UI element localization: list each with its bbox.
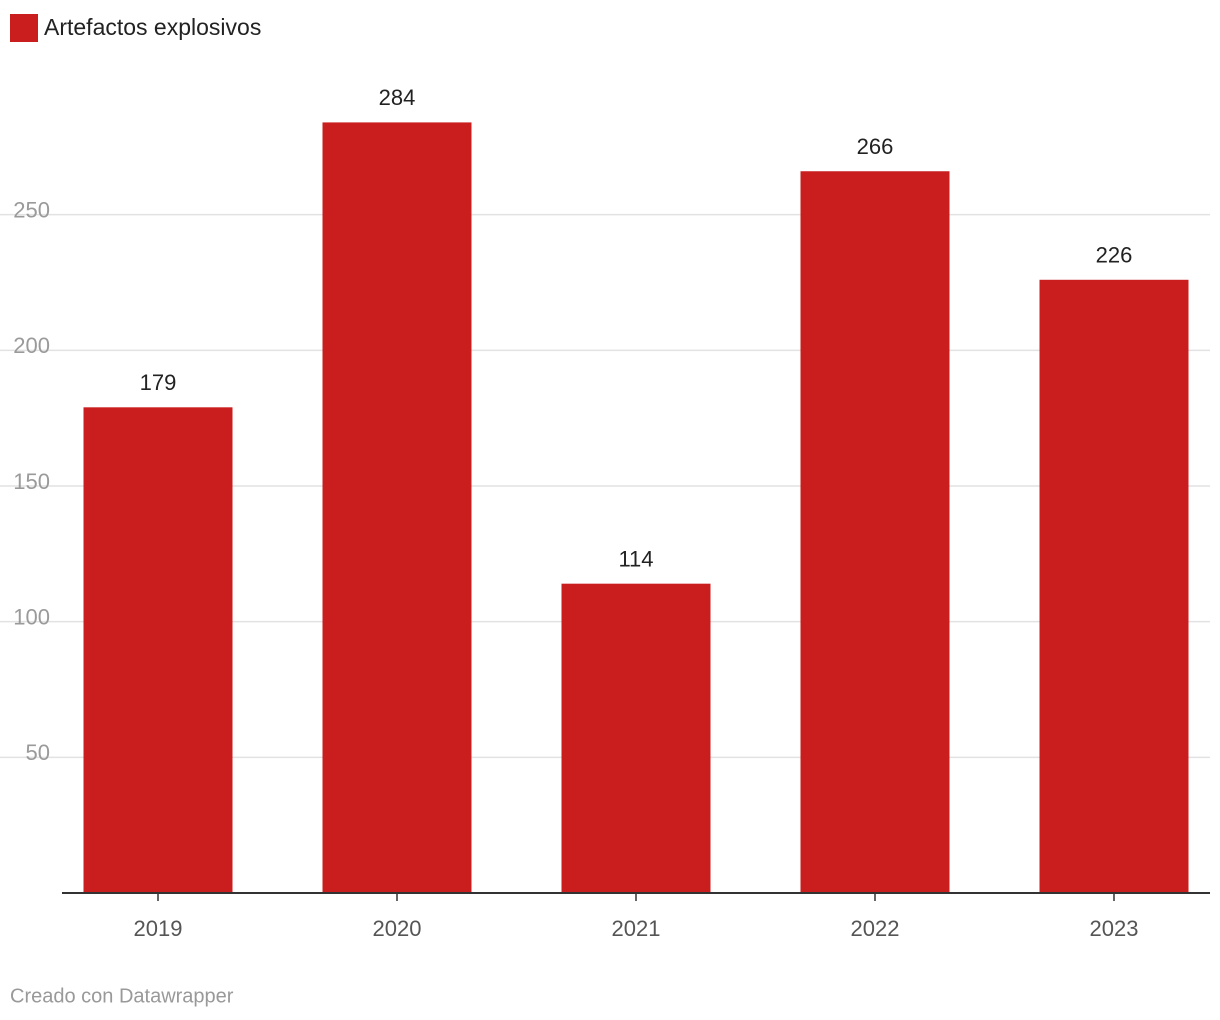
bar xyxy=(83,407,233,893)
value-label: 284 xyxy=(379,85,416,110)
value-label: 179 xyxy=(140,370,177,395)
y-tick-label: 50 xyxy=(26,740,50,765)
y-tick-label: 250 xyxy=(13,197,50,222)
bar xyxy=(561,583,711,893)
x-tick-label: 2019 xyxy=(134,916,183,941)
x-tick-label: 2021 xyxy=(612,916,661,941)
y-tick-label: 200 xyxy=(13,333,50,358)
y-tick-label: 150 xyxy=(13,469,50,494)
footer: Creado con Datawrapper xyxy=(10,985,234,1007)
value-label: 226 xyxy=(1096,243,1133,268)
x-tick-label: 2023 xyxy=(1090,916,1139,941)
x-tick-label: 2020 xyxy=(373,916,422,941)
value-label: 114 xyxy=(618,546,653,571)
x-tick-label: 2022 xyxy=(851,916,900,941)
bar xyxy=(1039,279,1189,894)
bar xyxy=(322,122,472,893)
bar xyxy=(800,171,950,894)
y-tick-label: 100 xyxy=(13,604,50,629)
legend-swatch xyxy=(10,14,38,42)
legend-label: Artefactos explosivos xyxy=(44,14,261,40)
value-label: 266 xyxy=(857,134,894,159)
